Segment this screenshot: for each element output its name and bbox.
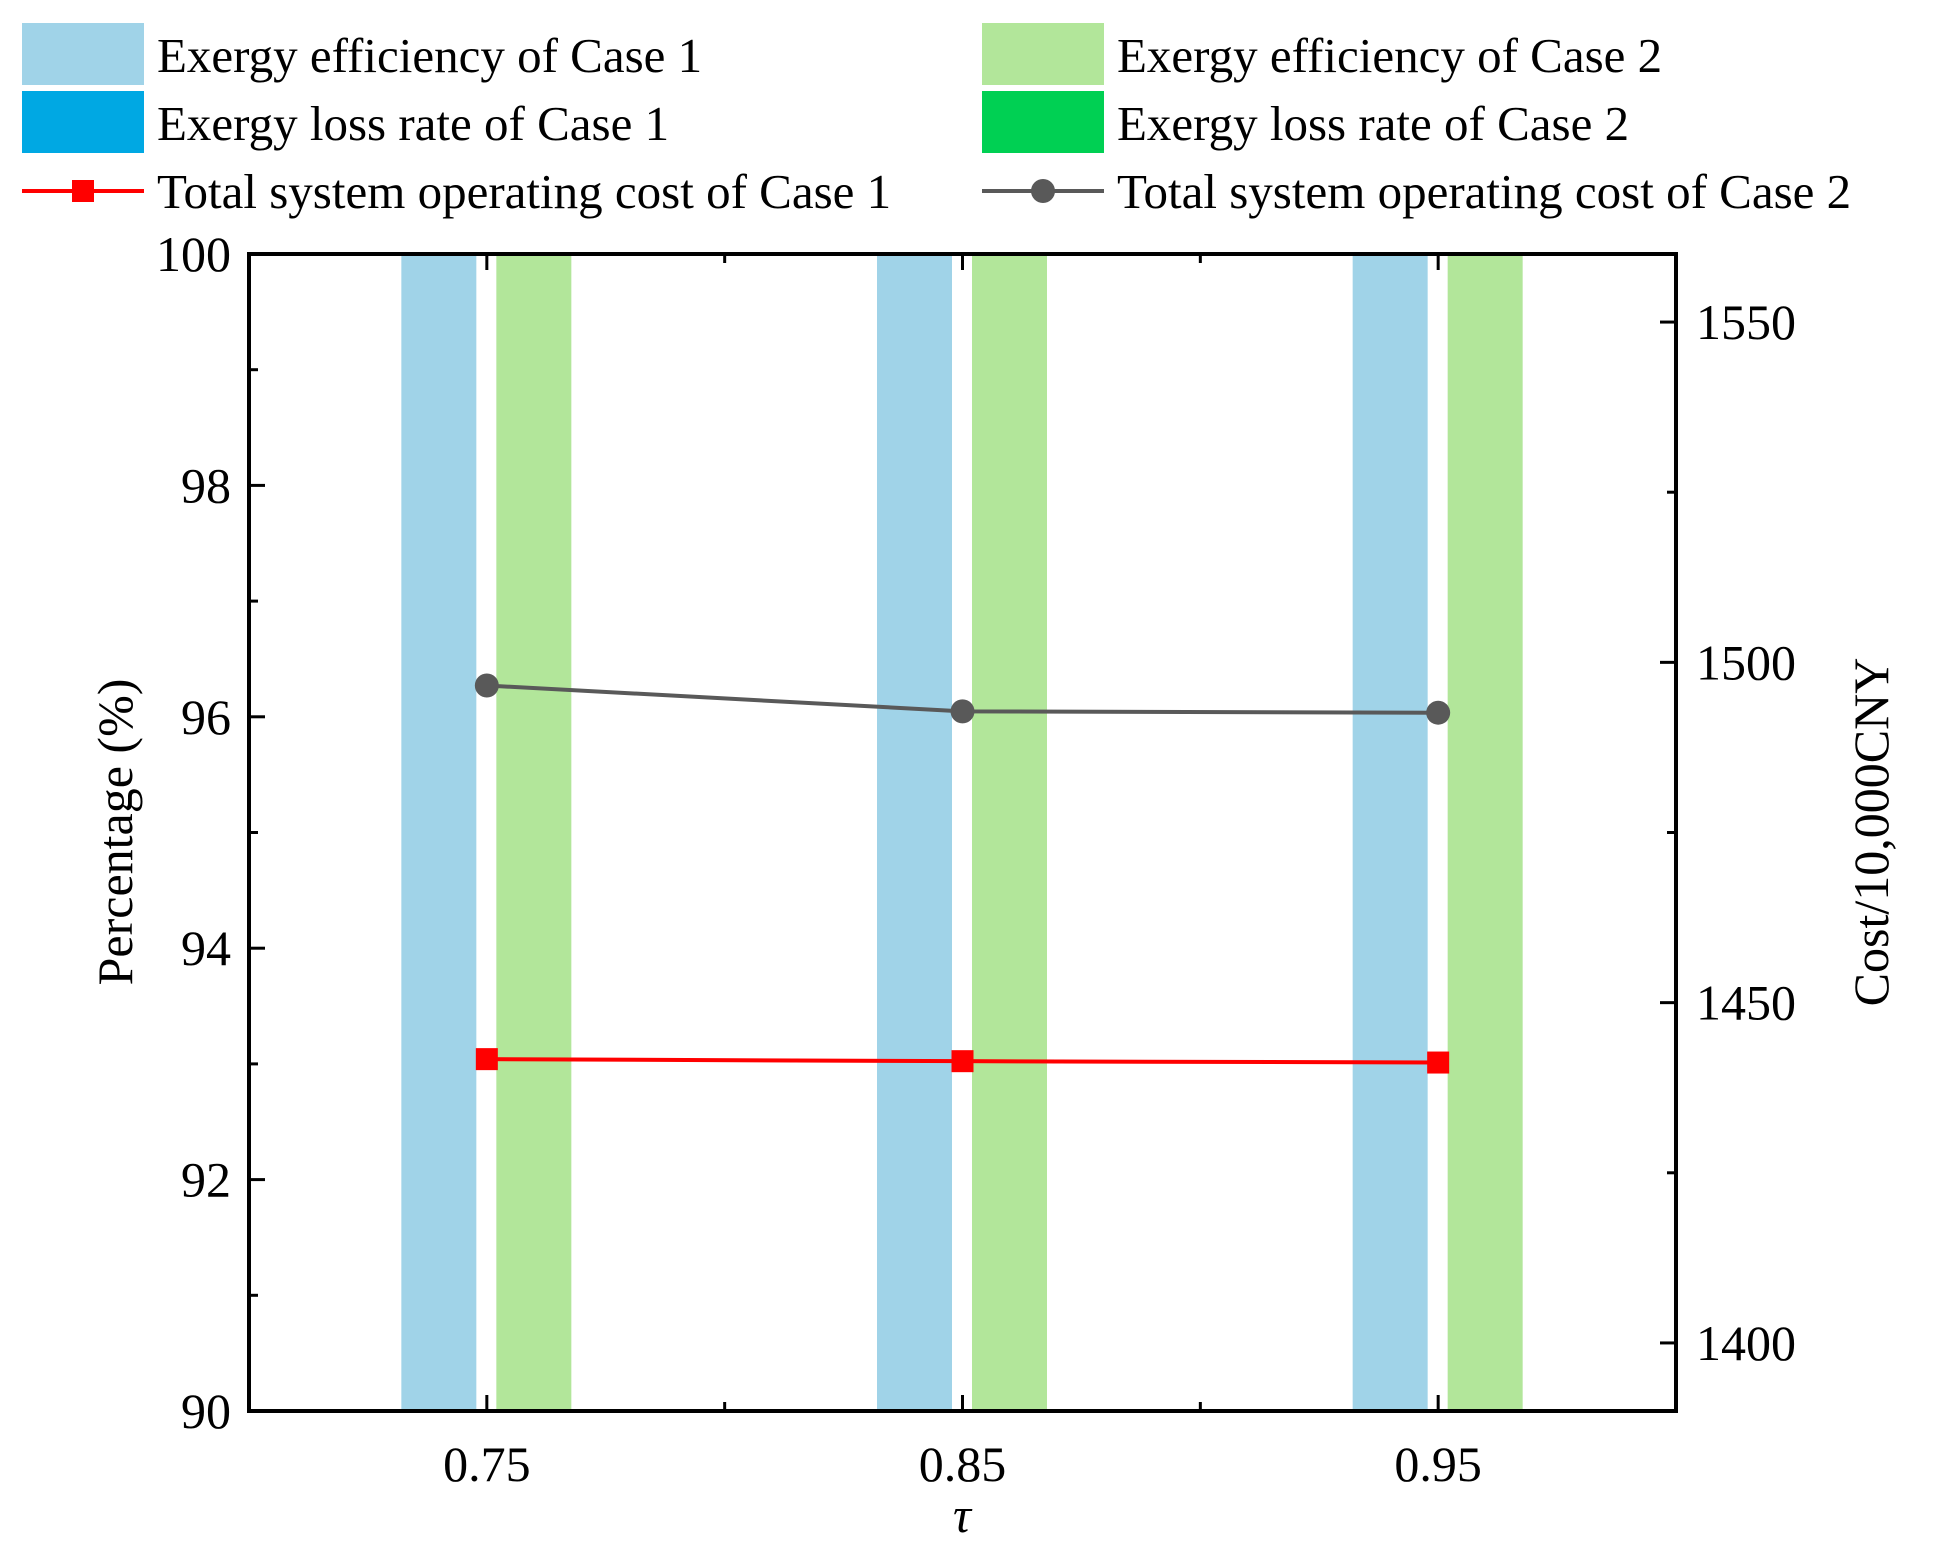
x-tick-label: 0.75 [443,1436,531,1492]
lines [474,673,1451,1074]
marker-circle [474,673,499,698]
bar-exergy-efficiency-of-case-1 [877,254,952,1411]
y-tick-label: 94 [181,920,231,976]
bar-exergy-efficiency-of-case-2 [972,254,1047,1411]
bars [401,254,1523,1411]
y2-tick-label: 1500 [1696,634,1796,690]
legend-swatch [22,91,144,153]
y-tick-label: 100 [156,226,231,282]
bar-exergy-efficiency-of-case-1 [401,254,477,1411]
legend-swatch [982,23,1104,85]
bar-exergy-efficiency-of-case-2 [1447,254,1523,1411]
y-tick-label: 96 [181,689,231,745]
marker-circle [1426,700,1451,725]
legend-label: Exergy loss rate of Case 2 [1117,96,1629,151]
marker-square [475,1048,498,1071]
y-axis-label: Percentage (%) [87,679,143,986]
bar-exergy-efficiency-of-case-2 [496,254,572,1411]
legend-marker-square [72,180,94,202]
y2-tick-label: 1400 [1696,1315,1796,1371]
y2-tick-label: 1450 [1696,975,1796,1031]
axes: 90 92 94 96 98 100 1400 1450 1500 1550 0.75 0.85 0.9… [156,226,1796,1492]
legend-label: Exergy efficiency of Case 2 [1117,28,1662,83]
x-axis-label: τ [953,1487,973,1543]
x-tick-label: 0.95 [1394,1436,1482,1492]
legend-marker-circle [1031,179,1055,203]
y-tick-label: 92 [181,1152,231,1208]
y-tick-label: 90 [181,1383,231,1439]
x-tick-label: 0.85 [919,1436,1007,1492]
marker-square [1427,1051,1450,1074]
y2-tick-label: 1550 [1696,294,1796,350]
legend-label: Total system operating cost of Case 2 [1117,164,1851,219]
legend-swatch [22,23,144,85]
legend-label: Exergy efficiency of Case 1 [157,28,702,83]
legend-swatch [982,91,1104,153]
legend: Exergy efficiency of Case 1 Exergy effici… [22,23,1851,219]
bar-exergy-efficiency-of-case-1 [1352,254,1428,1411]
marker-circle [950,699,975,724]
legend-label: Exergy loss rate of Case 1 [157,96,669,151]
marker-square [951,1050,974,1073]
y-tick-label: 98 [181,457,231,513]
legend-label: Total system operating cost of Case 1 [157,164,891,219]
y2-axis-label: Cost/10,000CNY [1843,658,1899,1007]
